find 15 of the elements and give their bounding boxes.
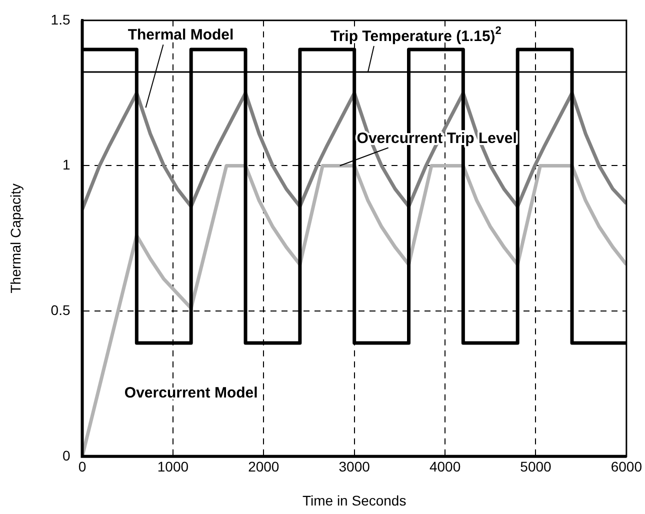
x-tick-label: 2000 — [248, 458, 280, 475]
x-tick-label: 1000 — [157, 458, 189, 475]
x-tick-label: 4000 — [429, 458, 461, 475]
y-tick-label: 0.5 — [50, 302, 70, 318]
y-tick-label: 0 — [62, 447, 70, 464]
y-tick-label: 1 — [62, 156, 70, 173]
y-axis-title: Thermal Capacity — [7, 184, 24, 294]
annotation: Thermal Model — [128, 26, 234, 44]
y-tick-label: 1.5 — [50, 11, 70, 28]
x-tick-label: 0 — [78, 458, 86, 475]
x-tick-label: 5000 — [520, 458, 552, 475]
x-tick-label: 6000 — [610, 458, 642, 475]
x-tick-label: 3000 — [338, 458, 370, 475]
x-axis-title: Time in Seconds — [302, 492, 406, 508]
annotation: Overcurrent Model — [124, 384, 258, 402]
